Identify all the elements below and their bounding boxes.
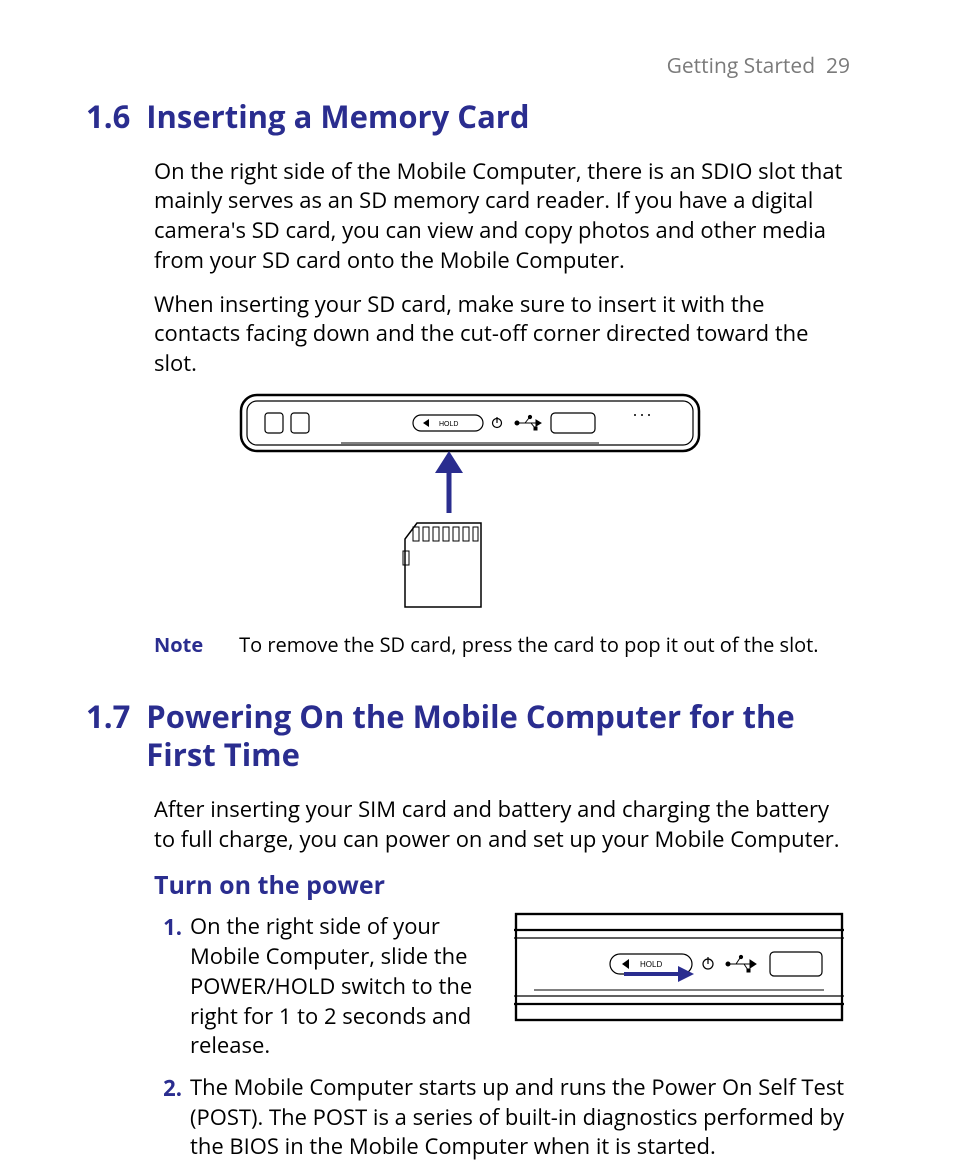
header-section: Getting Started: [667, 52, 815, 80]
dot-icon: [634, 414, 636, 416]
sd-card-insertion-figure: HOLD: [235, 393, 705, 613]
step-item: 1. On the right side of your Mobile Comp…: [154, 912, 854, 1060]
page-header: Getting Started 29: [86, 52, 854, 80]
step-item: 2. The Mobile Computer starts up and run…: [154, 1073, 854, 1162]
section-title: Inserting a Memory Card: [146, 98, 854, 137]
note-label: Note: [154, 631, 203, 658]
section-heading-1-7: 1.7 Powering On the Mobile Computer for …: [86, 698, 854, 776]
step-text: On the right side of your Mobile Compute…: [190, 912, 490, 1060]
power-switch-figure: HOLD: [514, 912, 844, 1022]
step-text: The Mobile Computer starts up and runs t…: [190, 1073, 854, 1162]
paragraph: After inserting your SIM card and batter…: [154, 795, 854, 854]
steps-list: 1. On the right side of your Mobile Comp…: [154, 912, 854, 1162]
section-title: Powering On the Mobile Computer for the …: [146, 698, 854, 776]
device-inner: [247, 401, 693, 445]
dot-icon: [648, 414, 650, 416]
section-number: 1.6: [86, 98, 130, 137]
paragraph: When inserting your SD card, make sure t…: [154, 290, 854, 379]
note-text: To remove the SD card, press the card to…: [239, 631, 854, 658]
insert-arrow-icon: [435, 451, 463, 513]
section-number: 1.7: [86, 698, 130, 776]
note-row: Note To remove the SD card, press the ca…: [154, 631, 854, 658]
paragraph: On the right side of the Mobile Computer…: [154, 157, 854, 276]
hold-label: HOLD: [439, 421, 458, 428]
page-number: 29: [826, 52, 850, 80]
subheading-turn-on-power: Turn on the power: [154, 868, 854, 902]
step-number: 1.: [154, 912, 182, 942]
section-heading-1-6: 1.6 Inserting a Memory Card: [86, 98, 854, 137]
step-number: 2.: [154, 1073, 182, 1103]
sd-card-icon: [403, 523, 481, 607]
dot-icon: [641, 414, 643, 416]
hold-label: HOLD: [640, 960, 662, 969]
